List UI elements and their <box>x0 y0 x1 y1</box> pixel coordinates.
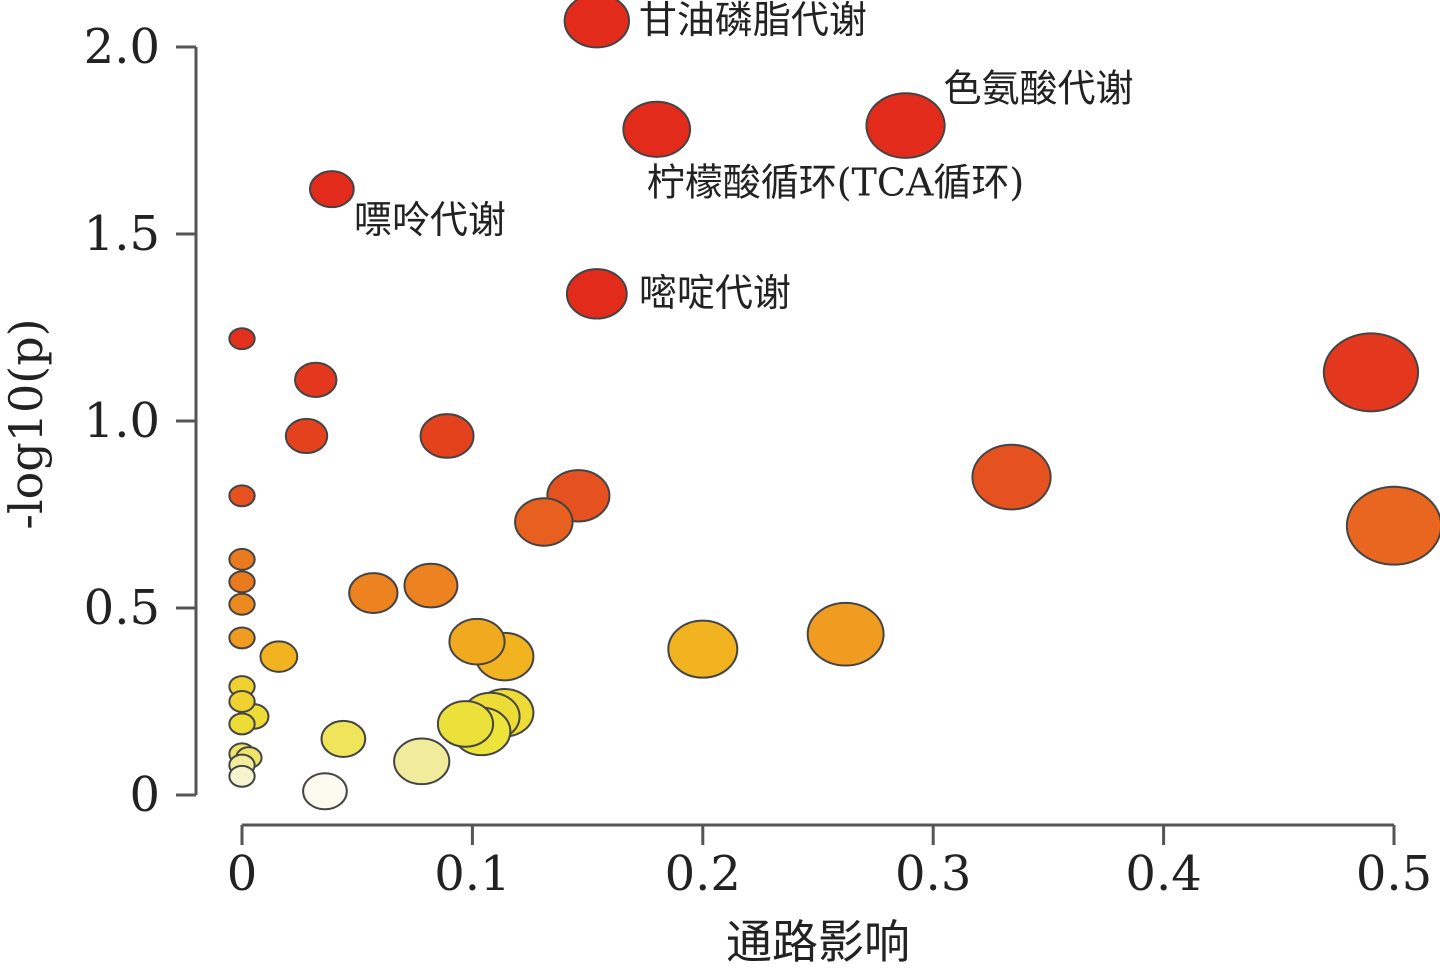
pathway-bubble <box>565 268 628 320</box>
pathway-bubble <box>309 170 355 209</box>
pathway-bubble <box>1345 485 1440 566</box>
x-tick-label: 0.1 <box>434 846 510 902</box>
pathway-bubble <box>448 617 506 666</box>
x-tick-label: 0.2 <box>665 846 741 902</box>
pathway-bubble <box>348 572 399 614</box>
pathway-bubble <box>514 497 574 547</box>
y-tick-label: 1.0 <box>84 393 160 449</box>
pathway-bubble <box>228 626 256 650</box>
pathway-bubble <box>865 92 946 159</box>
pathway-bubble <box>259 640 299 673</box>
pathway-bubble <box>228 690 256 713</box>
pathway-bubble <box>228 764 256 788</box>
y-tick-label: 1.5 <box>84 206 160 262</box>
pathway-bubble <box>436 700 495 748</box>
x-tick-label: 0 <box>227 846 258 902</box>
pathway-bubble <box>294 361 338 398</box>
x-tick-label: 0.3 <box>895 846 971 902</box>
pathway-bubble <box>228 547 256 571</box>
pathway-label: 甘油磷脂代谢 <box>639 0 867 42</box>
ticks-layer: 0 0.5 1.0 1.5 2.0 0 0.1 0.2 0.3 0.4 0.5 <box>84 19 1433 902</box>
pathway-label: 色氨酸代谢 <box>944 67 1134 111</box>
pathway-bubble <box>228 570 256 594</box>
pathway-bubble <box>320 719 367 758</box>
pathway-bubble <box>228 592 256 616</box>
pathway-bubble <box>1322 332 1420 413</box>
pathway-label: 嘌呤代谢 <box>354 198 506 242</box>
pathway-bubble <box>667 619 739 679</box>
x-axis-title: 通路影响 <box>726 915 910 969</box>
pathway-bubble <box>302 772 348 811</box>
pathway-bubble <box>393 737 451 786</box>
pathway-bubble <box>228 327 256 351</box>
pathway-bubble <box>622 100 692 158</box>
pathway-bubble <box>403 562 459 609</box>
y-tick-label: 0.5 <box>84 580 160 636</box>
pathway-bubble <box>419 413 475 459</box>
pathway-bubble <box>284 417 329 455</box>
pathway-bubble <box>228 712 256 736</box>
x-tick-label: 0.4 <box>1125 846 1201 902</box>
y-tick-label: 0 <box>129 767 160 823</box>
pathway-bubble <box>563 0 631 49</box>
x-tick-label: 0.5 <box>1356 846 1432 902</box>
pathway-bubble <box>228 484 256 508</box>
pathway-bubble <box>806 601 885 667</box>
pathway-label: 嘧啶代谢 <box>639 271 791 315</box>
y-tick-label: 2.0 <box>84 19 160 75</box>
y-axis-title: -log10(p) <box>0 318 53 529</box>
pathway-bubble <box>971 443 1052 511</box>
pathway-label: 柠檬酸循环(TCA循环) <box>647 160 1025 204</box>
bubbles-layer <box>228 0 1440 811</box>
